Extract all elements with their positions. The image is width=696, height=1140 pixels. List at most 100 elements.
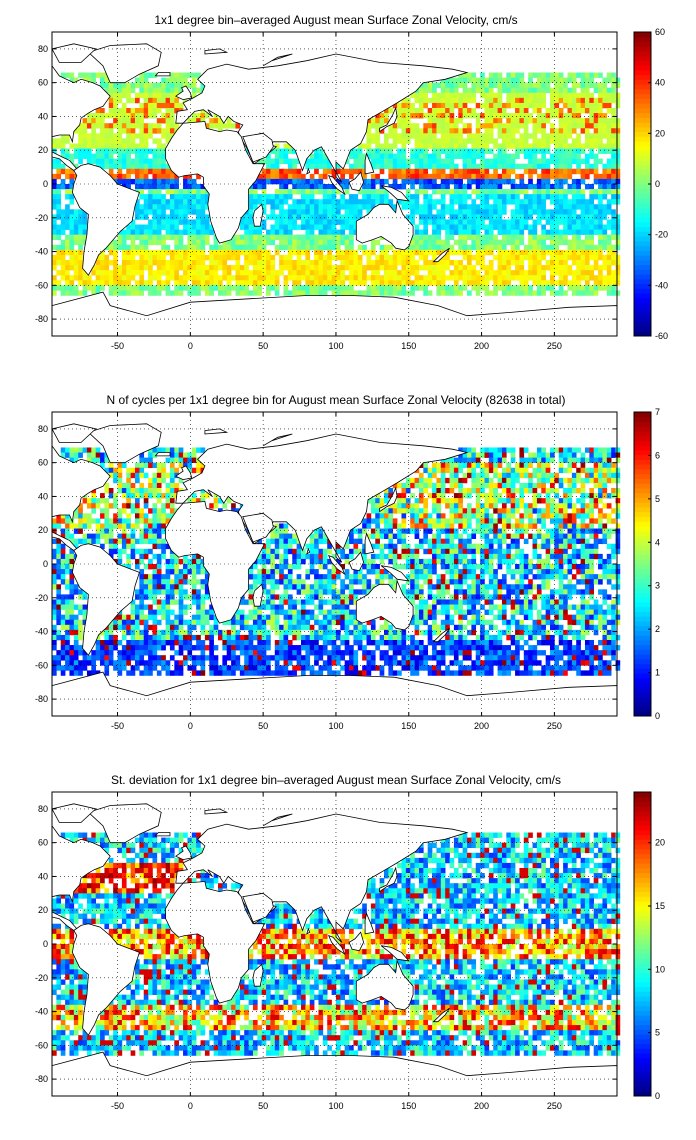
heatmap-cell [353,219,359,225]
heatmap-cell [95,138,101,144]
heatmap-cell [292,163,297,170]
heatmap-cell [296,280,302,286]
heatmap-cell [523,224,529,230]
heatmap-cell [191,493,197,499]
y-tick-label: -80 [35,314,48,324]
heatmap-cell [528,158,533,165]
heatmap-cell [318,285,324,291]
heatmap-cell [593,143,599,149]
heatmap-cell [69,143,75,149]
heatmap-cell [598,199,603,205]
heatmap-cell [314,270,319,276]
heatmap-cell [528,214,533,220]
heatmap-cell [480,87,485,94]
heatmap-cell [471,488,477,494]
heatmap-cell [497,113,503,119]
heatmap-cell [65,153,70,159]
heatmap-cell [501,138,507,144]
heatmap-cell [453,513,459,519]
heatmap-cell [126,472,131,479]
heatmap-cell [536,148,542,154]
heatmap-cell [571,513,577,519]
heatmap-cell [584,229,590,235]
heatmap-cell [606,199,612,205]
heatmap-cell [143,72,149,78]
heatmap-cell [375,239,380,246]
heatmap-cell [602,457,608,463]
heatmap-cell [484,244,490,251]
heatmap-cell [545,194,551,200]
heatmap-cell [370,189,376,195]
heatmap-cell [493,168,498,175]
heatmap-cell [401,523,407,529]
heatmap-cell [60,533,66,539]
heatmap-cell [541,178,546,185]
heatmap-cell [440,488,446,494]
heatmap-cell [432,189,437,195]
heatmap-cell [550,224,555,230]
heatmap-cell [82,229,88,235]
heatmap-cell [536,482,542,489]
heatmap-cell [567,128,573,134]
heatmap-cell [231,285,236,291]
heatmap-cell [183,184,188,190]
heatmap-cell [196,244,201,251]
heatmap-cell [480,503,485,509]
heatmap-cell [218,249,223,256]
heatmap-cell [388,199,394,205]
heatmap-cell [121,229,127,235]
heatmap-cell [191,239,197,246]
heatmap-cell [296,254,302,261]
heatmap-cell [554,158,560,165]
heatmap-cell [545,173,551,180]
heatmap-cell [121,92,127,99]
heatmap-cell [519,249,525,256]
heatmap-cell [196,214,201,220]
heatmap-cell [135,143,140,149]
heatmap-cell [414,508,420,514]
heatmap-cell [467,518,472,524]
heatmap-cell [218,118,223,124]
heatmap-cell [519,467,525,474]
heatmap-cell [349,153,354,159]
heatmap-cell [218,275,223,281]
heatmap-cell [589,254,594,261]
heatmap-cell [528,452,533,458]
heatmap-cell [532,199,538,205]
heatmap-cell [440,498,446,504]
heatmap-cell [598,229,603,235]
heatmap-cell [541,229,546,235]
heatmap-cell [611,199,616,205]
heatmap-cell [611,260,616,266]
heatmap-cell [135,108,140,114]
heatmap-cell [536,498,542,504]
heatmap-cell [375,513,380,519]
heatmap-cell [584,254,590,261]
heatmap-cell [550,290,555,296]
heatmap-cell [606,477,612,484]
heatmap-cell [528,118,533,124]
heatmap-cell [432,229,437,235]
heatmap-cell [379,503,385,509]
heatmap-cell [558,204,564,210]
heatmap-cell [139,72,145,78]
heatmap-cell [410,168,415,175]
heatmap-cell [226,265,232,271]
heatmap-cell [56,260,62,266]
heatmap-cell [418,178,424,185]
heatmap-cell [528,244,533,251]
heatmap-cell [506,113,511,119]
heatmap-cell [611,462,616,469]
heatmap-cell [602,92,608,99]
heatmap-cell [174,229,179,235]
heatmap-cell [598,102,603,109]
heatmap-cell [379,280,385,286]
heatmap-cell [493,234,498,241]
heatmap-cell [292,260,297,266]
heatmap-cell [418,254,424,261]
heatmap-cell [279,528,284,534]
heatmap-cell [100,270,105,276]
heatmap-cell [327,209,332,215]
heatmap-cell [104,148,110,154]
heatmap-cell [287,194,293,200]
